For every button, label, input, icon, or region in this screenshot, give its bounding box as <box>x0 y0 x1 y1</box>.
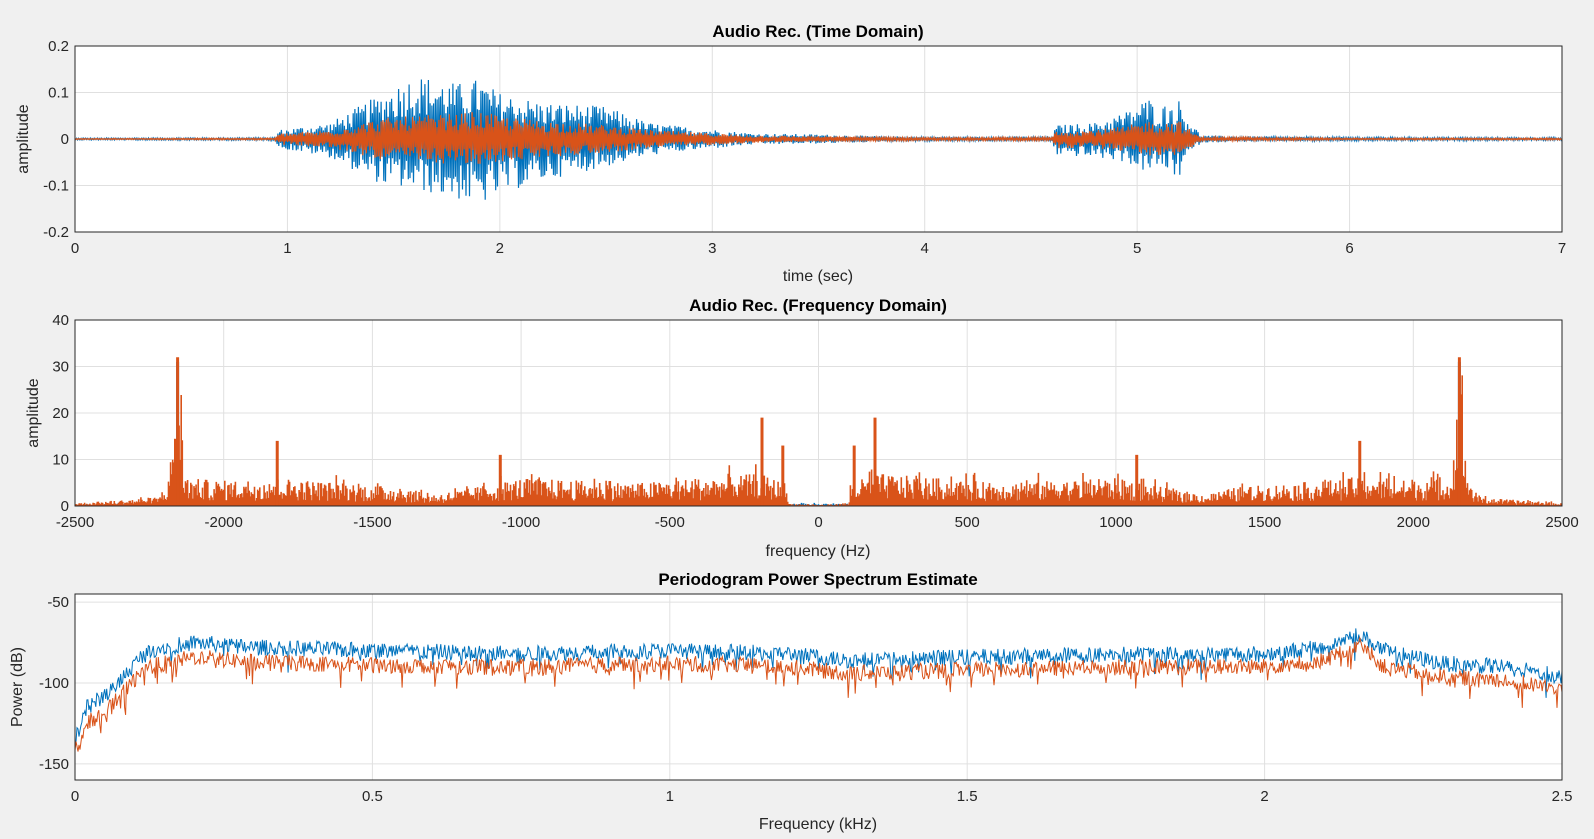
tick-labels: 0 1 2 3 4 5 6 7 0.2 0.1 0 -0.1 -0.2 <box>43 38 1566 257</box>
series-group <box>75 628 1562 752</box>
tick-labels: -2500 -2000 -1500 -1000 -500 0 500 1000 1500 2000… <box>52 312 1578 531</box>
series-line <box>75 112 1562 164</box>
y-tick-label: 0.2 <box>48 38 69 55</box>
y-tick-label: 0.1 <box>48 85 69 102</box>
x-tick-label: -2000 <box>205 514 243 531</box>
x-tick-label: 1 <box>666 788 674 805</box>
x-tick-label: 0 <box>71 240 79 257</box>
series-line <box>75 628 1562 744</box>
x-tick-label: 0 <box>71 788 79 805</box>
y-tick-label: 20 <box>52 405 69 422</box>
chart-title: Periodogram Power Spectrum Estimate <box>658 570 977 589</box>
chart-title: Audio Rec. (Time Domain) <box>712 22 923 41</box>
y-tick-label: -50 <box>47 594 69 611</box>
x-tick-label: -1500 <box>353 514 391 531</box>
y-tick-label: -0.2 <box>43 224 69 241</box>
y-tick-label: 30 <box>52 359 69 376</box>
y-tick-label: -150 <box>39 756 69 773</box>
x-axis-label: frequency (Hz) <box>766 543 871 560</box>
y-tick-label: -0.1 <box>43 178 69 195</box>
axes-box <box>74 593 1563 781</box>
plot-area <box>75 594 1562 780</box>
x-tick-label: 500 <box>955 514 980 531</box>
y-axis-label: amplitude <box>25 378 42 447</box>
axes-box <box>74 45 1563 233</box>
x-tick-label: 2.5 <box>1552 788 1573 805</box>
x-tick-label: 1500 <box>1248 514 1281 531</box>
series-line <box>75 636 1562 752</box>
y-tick-label: 10 <box>52 452 69 469</box>
x-tick-label: -2500 <box>56 514 94 531</box>
x-tick-label: 7 <box>1558 240 1566 257</box>
y-tick-label: 0 <box>61 498 69 515</box>
x-tick-label: 2000 <box>1397 514 1430 531</box>
y-axis-label: Power (dB) <box>9 647 26 727</box>
y-tick-label: 0 <box>61 131 69 148</box>
chart-title: Audio Rec. (Frequency Domain) <box>689 296 947 315</box>
x-tick-label: 3 <box>708 240 716 257</box>
subplot-frequency-domain: -2500 -2000 -1500 -1000 -500 0 500 1000 1500 2000… <box>25 296 1579 560</box>
y-tick-label: -100 <box>39 675 69 692</box>
tick-labels: 0 0.5 1 1.5 2 2.5 -50 -100 -150 <box>39 594 1572 805</box>
grid <box>74 594 1563 780</box>
y-axis-label: amplitude <box>15 104 32 173</box>
x-tick-label: 4 <box>921 240 929 257</box>
x-tick-label: 6 <box>1345 240 1353 257</box>
x-tick-label: 2500 <box>1545 514 1578 531</box>
x-axis-label: Frequency (kHz) <box>759 816 877 833</box>
subplot-time-domain: 0 1 2 3 4 5 6 7 0.2 0.1 0 -0.1 -0.2 Audio Rec. (Time… <box>15 22 1566 285</box>
x-tick-label: 1000 <box>1099 514 1132 531</box>
x-tick-label: 1.5 <box>957 788 978 805</box>
x-tick-label: 0 <box>814 514 822 531</box>
axes-box <box>74 319 1563 507</box>
x-tick-label: -1000 <box>502 514 540 531</box>
x-tick-label: 2 <box>496 240 504 257</box>
y-tick-label: 40 <box>52 312 69 329</box>
x-axis-label: time (sec) <box>783 268 853 285</box>
series-group <box>75 79 1562 200</box>
x-tick-label: 2 <box>1260 788 1268 805</box>
x-tick-label: 0.5 <box>362 788 383 805</box>
series-spectrum <box>75 375 1562 506</box>
x-tick-label: 1 <box>283 240 291 257</box>
x-tick-label: 5 <box>1133 240 1141 257</box>
x-tick-label: -500 <box>655 514 685 531</box>
subplot-periodogram: 0 0.5 1 1.5 2 2.5 -50 -100 -150 Periodogram Powe… <box>9 570 1572 833</box>
